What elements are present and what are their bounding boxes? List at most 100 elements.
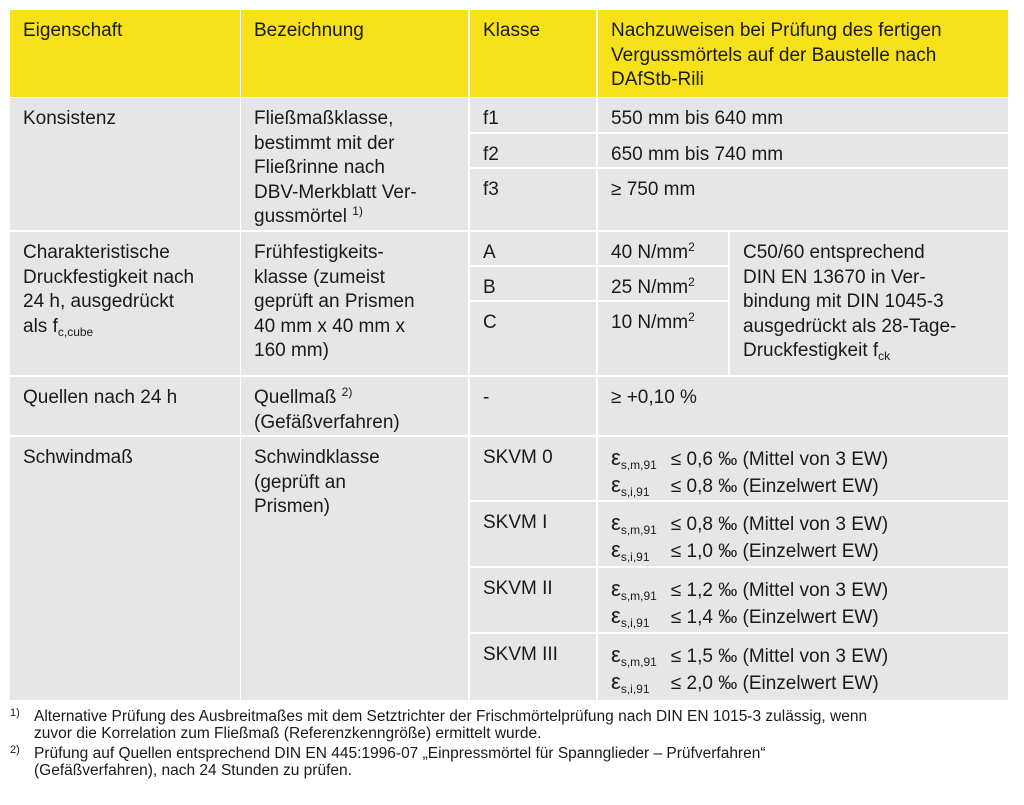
text-line: ausgedrückt als 28-Tage- [743, 315, 957, 337]
footnote-line: Prüfung auf Quellen entsprechend DIN EN … [34, 745, 766, 762]
requirement-cell: 10 N/mm2 [598, 302, 728, 375]
text-line: SKVM 0 [483, 447, 553, 468]
header-cell: Bezeichnung [241, 10, 468, 97]
text-line: DIN EN 13670 in Ver- [743, 266, 926, 288]
symbol: ε [611, 602, 621, 628]
text-span: 40 N/mm [611, 242, 689, 263]
class-cell: SKVM II [470, 568, 596, 632]
text-line: Schwindklasse [254, 447, 380, 468]
text-span: ≤ 1,0 ‰ (Einzelwert EW) [670, 540, 879, 562]
text-span: als f [23, 315, 58, 337]
text-line: Bezeichnung [254, 20, 364, 41]
text-span: ≤ 1,2 ‰ (Mittel von 3 EW) [670, 580, 889, 601]
requirement-cell: εs,m,91 ≤ 1,5 ‰ (Mittel von 3 EW) εs,i,91 ≤… [598, 634, 1008, 700]
text-line: εs,m,91 ≤ 1,2 ‰ (Mittel von 3 EW) [611, 576, 889, 603]
text-line: 160 mm) [254, 340, 329, 361]
text-line: 650 mm bis 740 mm [611, 144, 784, 165]
header-cell: Klasse [470, 10, 596, 97]
symbol: ε [611, 471, 621, 497]
requirement-cell: 40 N/mm2 [598, 232, 728, 265]
text-line: f1 [483, 108, 499, 129]
text-line: gussmörtel 1) [254, 205, 456, 230]
footnote-line: zuvor die Korrelation zum Fließmaß (Refe… [34, 725, 542, 742]
text-line: Klasse [483, 20, 541, 41]
class-cell: B [470, 267, 596, 300]
text-line: Eigenschaft [23, 20, 123, 41]
class-cell: SKVM I [470, 502, 596, 566]
text-line: εs,i,91 ≤ 0,8 ‰ (Einzelwert EW) [611, 471, 879, 499]
text-line: Fließrinne nach [254, 157, 385, 178]
subscript: ck [878, 349, 891, 363]
text-line: Druckfestigkeit nach [23, 266, 195, 288]
text-span: ≤ 0,6 ‰ (Mittel von 3 EW) [670, 449, 889, 470]
symbol: ε [611, 445, 621, 470]
requirement-cell: εs,m,91 ≤ 1,2 ‰ (Mittel von 3 EW) εs,i,91 ≤… [598, 568, 1008, 632]
designation-cell: Frühfestigkeits-klasse (zumeist geprüft a… [241, 232, 468, 375]
text-line: 25 N/mm2 [611, 276, 716, 300]
class-cell: C [470, 302, 596, 375]
text-line: Quellmaß 2) [254, 386, 456, 411]
text-line: 10 N/mm2 [611, 311, 716, 336]
superscript: 2 [688, 310, 695, 324]
text-line: (geprüft an [254, 471, 346, 493]
text-line: Prismen) [254, 496, 331, 517]
superscript: 1) [352, 204, 363, 218]
designation-cell: Schwindklasse (geprüft an Prismen) [241, 437, 468, 700]
text-span: ≤ 1,4 ‰ (Einzelwert EW) [670, 606, 879, 628]
footnote-text: Prüfung auf Quellen entsprechend DIN EN … [34, 745, 766, 779]
symbol: ε [611, 510, 621, 535]
footnote-line: (Gefäßverfahren), nach 24 Stunden zu prü… [34, 762, 352, 779]
text-span: ≤ 0,8 ‰ (Einzelwert EW) [670, 475, 879, 497]
text-line: SKVM I [483, 512, 548, 533]
footnote-text: Alternative Prüfung des Ausbreitmaßes mi… [34, 708, 867, 742]
text-line: Fließmaßklasse, [254, 108, 394, 129]
text-span: 10 N/mm [611, 312, 689, 333]
designation-cell: Quellmaß 2) (Gefäßverfahren) [241, 377, 468, 435]
text-line: Vergussmörtels auf der Baustelle nach [611, 44, 937, 66]
text-line: εs,m,91 ≤ 0,8 ‰ (Mittel von 3 EW) [611, 510, 889, 537]
superscript: 2) [341, 385, 353, 399]
requirement-cell: 650 mm bis 740 mm [598, 134, 1008, 167]
text-line: 40 N/mm2 [611, 241, 716, 265]
text-line: (Gefäßverfahren) [254, 411, 400, 433]
footnote: 2) Prüfung auf Quellen entsprechend DIN E… [10, 744, 766, 779]
text-span: Druckfestigkeit f [743, 340, 879, 361]
text-line: f3 [483, 179, 499, 200]
text-line: ≥ 750 mm [611, 179, 696, 200]
footnote-marker: 2) [10, 744, 20, 756]
symbol: ε [611, 536, 621, 562]
text-span: ≤ 1,5 ‰ (Mittel von 3 EW) [670, 646, 889, 667]
text-line: Quellen nach 24 h [23, 387, 178, 408]
text-line: B [483, 277, 496, 298]
footnote-line: Alternative Prüfung des Ausbreitmaßes mi… [34, 708, 868, 725]
footnote: 1) Alternative Prüfung des Ausbreitmaßes … [10, 707, 867, 742]
text-line: A [483, 242, 496, 263]
text-line: ≥ +0,10 % [611, 387, 697, 408]
text-line: bestimmt mit der [254, 132, 395, 154]
text-line: εs,m,91 ≤ 1,5 ‰ (Mittel von 3 EW) [611, 642, 889, 669]
text-span: gussmörtel [254, 206, 353, 227]
text-line: DAfStb-Rili [611, 69, 704, 90]
text-line: Schwindmaß [23, 447, 133, 468]
class-cell: A [470, 232, 596, 265]
text-line: C50/60 entsprechend [743, 242, 925, 263]
header-cell: Eigenschaft [10, 10, 240, 97]
subscript: c,cube [57, 324, 94, 339]
property-cell: Konsistenz [10, 98, 240, 230]
requirement-cell: 550 mm bis 640 mm [598, 98, 1008, 132]
property-cell: Schwindmaß [10, 437, 240, 700]
text-line: geprüft an Prismen [254, 291, 415, 312]
header-cell: Nachzuweisen bei Prüfung des fertigen Ver… [598, 10, 1008, 97]
requirement-cell: εs,m,91 ≤ 0,8 ‰ (Mittel von 3 EW) εs,i,91 ≤… [598, 502, 1008, 566]
footnote-marker: 1) [10, 707, 20, 719]
symbol: ε [611, 642, 621, 667]
text-line: als fc,cube [23, 315, 228, 340]
requirement-cell: 25 N/mm2 [598, 267, 728, 300]
text-line: C [483, 312, 497, 333]
text-line: 40 mm x 40 mm x [254, 315, 405, 337]
superscript: 2 [688, 275, 695, 289]
text-line: Konsistenz [23, 108, 116, 129]
text-line: εs,i,91 ≤ 2,0 ‰ (Einzelwert EW) [611, 668, 879, 696]
